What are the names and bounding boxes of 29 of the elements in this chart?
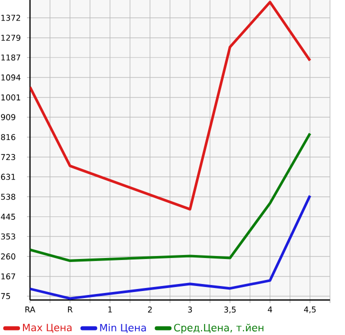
y-tick-label: 260 xyxy=(1,253,16,260)
y-tick-label: 445 xyxy=(0,214,16,220)
y-tick-label: 1001 xyxy=(1,94,20,100)
y-tick-label: 909 xyxy=(1,114,16,120)
y-tick-label: 723 xyxy=(1,154,16,160)
line-series xyxy=(30,194,312,300)
x-tick-label: 3,5 xyxy=(224,306,236,314)
y-tick-label: 1094 xyxy=(1,74,20,80)
x-tick-label: RA xyxy=(25,306,36,312)
y-tick-label: 75 xyxy=(1,293,10,300)
x-tick-label: 4 xyxy=(268,306,272,312)
legend-label: Min Цена xyxy=(100,324,146,333)
legend-label: Max Цена xyxy=(22,324,72,333)
y-tick-label: 353 xyxy=(1,233,16,240)
y-tick-label: 538 xyxy=(1,194,16,200)
x-tick-label: R xyxy=(68,306,73,312)
x-tick-label: 3 xyxy=(188,306,192,313)
y-tick-label: 1279 xyxy=(1,34,20,41)
y-tick-label: 631 xyxy=(1,174,16,180)
x-tick-label: 1 xyxy=(108,306,112,312)
x-tick-label: 4,5 xyxy=(304,306,316,314)
x-tick-label: 2 xyxy=(148,306,152,312)
legend-label: Сред.Цена, т.йен xyxy=(174,324,264,334)
line-series xyxy=(30,132,312,262)
y-tick-label: 167 xyxy=(1,273,16,280)
line-series xyxy=(30,0,312,211)
y-tick-label: 1372 xyxy=(1,14,20,21)
y-tick-label: 1187 xyxy=(1,54,20,61)
y-tick-label: 816 xyxy=(1,134,16,140)
